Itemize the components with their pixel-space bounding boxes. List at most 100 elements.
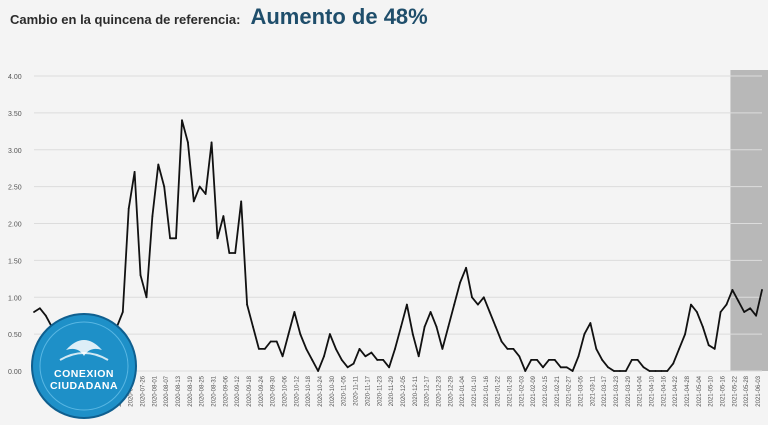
x-tick-label: 2020-08-19 bbox=[188, 375, 194, 406]
data-point bbox=[192, 200, 195, 203]
data-point bbox=[186, 141, 189, 144]
data-point bbox=[583, 333, 586, 336]
data-point bbox=[281, 355, 284, 358]
data-point bbox=[755, 314, 757, 317]
data-point bbox=[311, 359, 314, 361]
x-tick-label: 2021-02-15 bbox=[543, 375, 549, 406]
x-tick-label: 2020-12-05 bbox=[401, 375, 407, 406]
data-point bbox=[405, 303, 408, 306]
logo-line-1: CONEXION bbox=[53, 368, 114, 380]
y-tick-label: 1.50 bbox=[8, 258, 22, 265]
data-point bbox=[477, 303, 479, 306]
data-point bbox=[672, 362, 675, 365]
x-tick-label: 2020-12-11 bbox=[413, 375, 419, 406]
data-point bbox=[400, 325, 402, 328]
data-point bbox=[435, 325, 438, 328]
x-tick-label: 2021-01-10 bbox=[472, 375, 478, 406]
x-tick-label: 2020-12-17 bbox=[425, 375, 431, 406]
data-point bbox=[163, 185, 166, 188]
x-tick-label: 2021-01-28 bbox=[508, 375, 514, 406]
data-point bbox=[198, 185, 201, 188]
y-tick-label: 0.00 bbox=[8, 369, 22, 376]
data-point bbox=[287, 333, 290, 336]
data-point bbox=[210, 141, 213, 144]
y-tick-label: 3.50 bbox=[8, 111, 22, 118]
x-tick-label: 2021-03-17 bbox=[602, 375, 608, 406]
x-tick-label: 2020-10-30 bbox=[330, 375, 336, 406]
x-tick-label: 2021-04-04 bbox=[638, 375, 644, 406]
logo-circle bbox=[31, 313, 137, 419]
data-point bbox=[157, 163, 160, 166]
data-point bbox=[761, 288, 763, 291]
data-point bbox=[269, 340, 272, 343]
data-point bbox=[654, 370, 657, 372]
logo-wave bbox=[59, 352, 109, 361]
data-point bbox=[376, 359, 379, 361]
x-tick-label: 2020-11-17 bbox=[365, 375, 371, 406]
x-tick-label: 2021-03-23 bbox=[614, 375, 620, 406]
data-point bbox=[151, 215, 154, 218]
data-point bbox=[145, 296, 148, 299]
data-point bbox=[648, 370, 651, 372]
x-tick-label: 2021-02-27 bbox=[567, 375, 573, 406]
x-tick-label: 2021-01-22 bbox=[496, 375, 502, 406]
x-tick-label: 2021-01-04 bbox=[460, 375, 466, 406]
data-point bbox=[494, 325, 497, 328]
x-tick-label: 2021-02-03 bbox=[519, 375, 525, 406]
logo-ring bbox=[39, 321, 129, 411]
y-tick-label: 3.00 bbox=[8, 148, 22, 155]
data-point bbox=[459, 281, 462, 284]
x-tick-label: 2020-10-24 bbox=[318, 375, 324, 406]
data-point bbox=[619, 370, 621, 372]
data-point bbox=[228, 252, 231, 254]
data-point bbox=[340, 359, 343, 361]
x-tick-label: 2021-05-28 bbox=[744, 375, 750, 406]
data-point bbox=[234, 252, 237, 254]
data-point bbox=[453, 303, 456, 306]
data-point bbox=[701, 325, 704, 328]
data-point bbox=[293, 311, 296, 313]
data-point bbox=[299, 333, 302, 336]
x-tick-label: 2021-05-16 bbox=[721, 375, 727, 406]
data-point bbox=[258, 347, 260, 350]
x-tick-label: 2020-08-13 bbox=[176, 375, 182, 406]
logo-text: CONEXION CIUDADANA bbox=[30, 368, 138, 392]
data-point bbox=[465, 266, 467, 269]
x-tick-label: 2020-10-12 bbox=[294, 375, 300, 406]
data-point bbox=[548, 359, 550, 361]
chart-header: Cambio en la quincena de referencia: Aum… bbox=[10, 4, 428, 30]
data-point bbox=[500, 340, 503, 343]
x-tick-label: 2020-08-07 bbox=[164, 375, 170, 406]
data-point bbox=[678, 347, 681, 350]
data-point bbox=[749, 307, 752, 310]
data-point bbox=[530, 359, 533, 361]
data-point bbox=[624, 370, 627, 372]
logo-emblem bbox=[66, 340, 102, 356]
series-line bbox=[33, 119, 763, 372]
data-point bbox=[252, 325, 254, 328]
data-point bbox=[222, 215, 225, 218]
y-tick-label: 2.00 bbox=[8, 222, 22, 229]
data-point bbox=[346, 366, 349, 369]
x-tick-label: 2020-10-06 bbox=[283, 375, 289, 406]
data-point bbox=[181, 119, 183, 122]
data-point bbox=[518, 355, 521, 358]
data-point bbox=[364, 355, 367, 358]
data-point bbox=[358, 347, 361, 350]
data-point bbox=[660, 370, 663, 372]
x-tick-label: 2021-03-11 bbox=[590, 375, 596, 406]
data-point bbox=[329, 333, 331, 336]
data-point bbox=[737, 300, 740, 302]
data-point bbox=[263, 347, 266, 350]
data-point bbox=[713, 347, 716, 350]
data-point bbox=[571, 370, 574, 372]
data-point bbox=[607, 366, 610, 369]
data-point bbox=[482, 296, 485, 299]
x-tick-label: 2020-12-23 bbox=[436, 375, 442, 406]
data-point bbox=[127, 207, 130, 210]
data-point bbox=[33, 311, 35, 313]
data-point bbox=[636, 359, 639, 361]
data-point bbox=[613, 370, 615, 372]
data-point bbox=[589, 322, 592, 324]
